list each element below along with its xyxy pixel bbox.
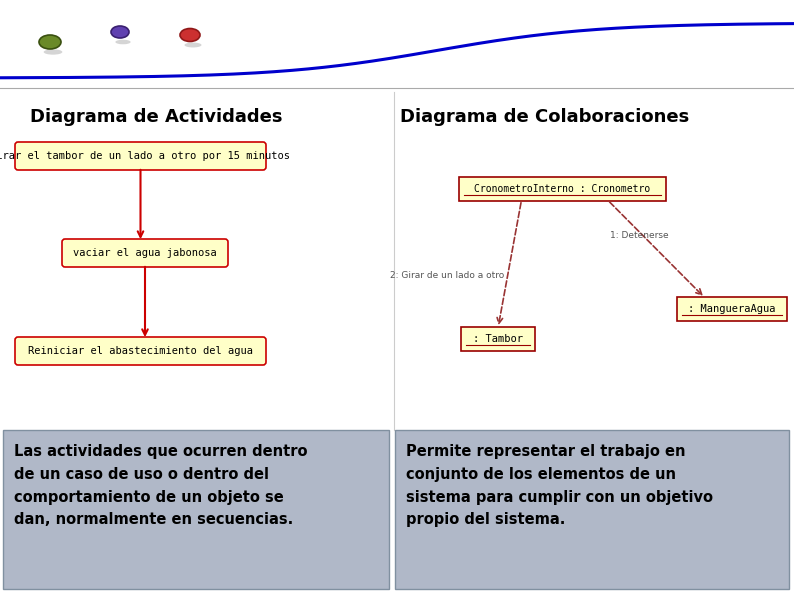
Ellipse shape bbox=[111, 26, 129, 38]
Text: : MangueraAgua: : MangueraAgua bbox=[688, 304, 776, 314]
Text: girar el tambor de un lado a otro por 15 minutos: girar el tambor de un lado a otro por 15… bbox=[0, 151, 291, 161]
Text: Las actividades que ocurren dentro
de un caso de uso o dentro del
comportamiento: Las actividades que ocurren dentro de un… bbox=[14, 444, 307, 527]
Ellipse shape bbox=[44, 49, 63, 55]
FancyBboxPatch shape bbox=[461, 327, 535, 351]
FancyBboxPatch shape bbox=[62, 239, 228, 267]
Ellipse shape bbox=[115, 40, 131, 44]
FancyBboxPatch shape bbox=[459, 177, 666, 201]
FancyBboxPatch shape bbox=[395, 430, 789, 589]
FancyBboxPatch shape bbox=[677, 297, 787, 321]
Text: CronometroInterno : Cronometro: CronometroInterno : Cronometro bbox=[474, 184, 650, 194]
FancyBboxPatch shape bbox=[3, 430, 389, 589]
Text: 2: Girar de un lado a otro: 2: Girar de un lado a otro bbox=[390, 271, 504, 280]
Text: vaciar el agua jabonosa: vaciar el agua jabonosa bbox=[73, 248, 217, 258]
Text: Reiniciar el abastecimiento del agua: Reiniciar el abastecimiento del agua bbox=[28, 346, 253, 356]
Text: Diagrama de Actividades: Diagrama de Actividades bbox=[30, 108, 283, 126]
Text: 1: Detenerse: 1: Detenerse bbox=[610, 231, 669, 240]
Text: Diagrama de Colaboraciones: Diagrama de Colaboraciones bbox=[400, 108, 689, 126]
Ellipse shape bbox=[184, 42, 202, 48]
Text: : Tambor: : Tambor bbox=[473, 334, 523, 344]
FancyBboxPatch shape bbox=[0, 0, 794, 88]
FancyBboxPatch shape bbox=[15, 142, 266, 170]
Text: Permite representar el trabajo en
conjunto de los elementos de un
sistema para c: Permite representar el trabajo en conjun… bbox=[406, 444, 713, 527]
Ellipse shape bbox=[180, 29, 200, 42]
FancyBboxPatch shape bbox=[15, 337, 266, 365]
Ellipse shape bbox=[39, 35, 61, 49]
